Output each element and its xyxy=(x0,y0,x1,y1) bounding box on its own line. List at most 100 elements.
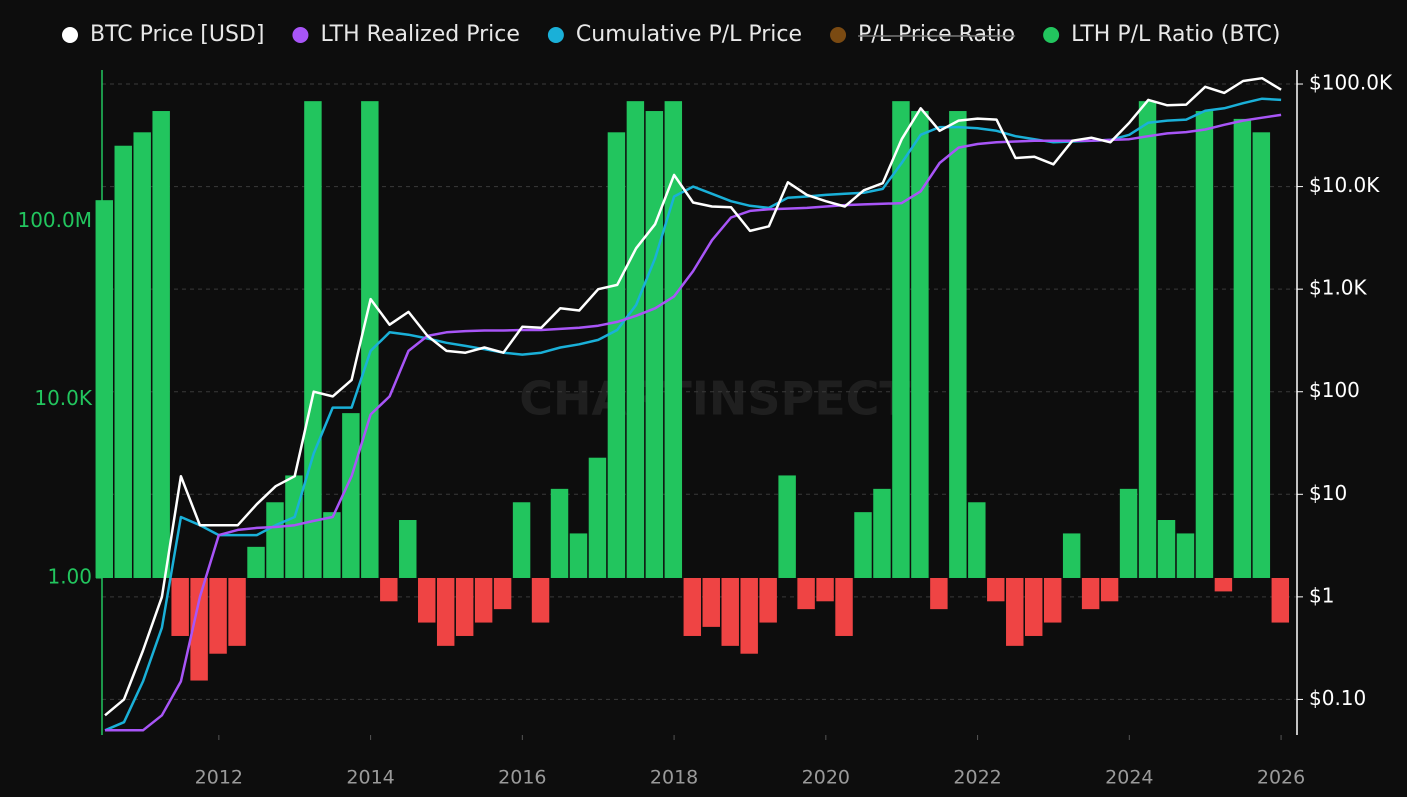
ratio-bar xyxy=(171,577,189,636)
ratio-bar xyxy=(740,577,758,654)
y2-tick-label: $1 xyxy=(1309,583,1334,607)
ratio-bar xyxy=(1100,577,1119,602)
ratio-bar xyxy=(114,145,132,578)
ratio-bar xyxy=(930,577,948,610)
ratio-bar xyxy=(531,577,550,623)
watermark: CHARTINSPECT xyxy=(519,372,911,426)
ratio-bar xyxy=(683,577,702,636)
ratio-bar xyxy=(626,101,645,578)
x-tick-label: 2016 xyxy=(498,767,546,789)
legend-label: LTH Realized Price xyxy=(320,22,519,47)
legend-label: BTC Price [USD] xyxy=(90,22,264,47)
ratio-bar xyxy=(512,502,531,578)
legend-label: Cumulative P/L Price xyxy=(576,22,802,47)
y2-tick-label: $10.0K xyxy=(1309,173,1380,197)
y2-tick-label: $0.10 xyxy=(1309,686,1366,710)
ratio-bar xyxy=(1176,533,1195,578)
ratio-bar xyxy=(455,577,474,636)
y2-tick-label: $100.0K xyxy=(1309,71,1393,95)
ratio-bar xyxy=(418,577,436,623)
ratio-bar xyxy=(1006,577,1024,646)
legend-swatch xyxy=(830,27,847,43)
ratio-bar xyxy=(645,111,664,578)
ratio-bar xyxy=(190,577,208,681)
x-tick-label: 2020 xyxy=(802,767,850,789)
legend-item[interactable]: Cumulative P/L Price xyxy=(547,22,802,47)
ratio-bar xyxy=(266,502,284,578)
ratio-bar xyxy=(607,132,626,578)
price-line xyxy=(105,113,1282,732)
legend-label: LTH P/L Ratio (BTC) xyxy=(1071,22,1280,47)
ratio-bar xyxy=(474,577,493,623)
ratio-bar xyxy=(95,200,114,578)
legend-swatch xyxy=(1043,27,1060,43)
y-tick-label: 1.00 xyxy=(47,564,92,588)
ratio-bar xyxy=(721,577,739,646)
price-line xyxy=(104,76,1282,717)
x-tick-label: 2014 xyxy=(346,767,394,789)
ratio-bar xyxy=(361,101,379,578)
x-tick-label: 2022 xyxy=(953,767,1001,789)
legend-swatch xyxy=(292,27,309,43)
x-tick-label: 2012 xyxy=(195,767,243,789)
ratio-bar xyxy=(209,577,227,654)
ratio-bar xyxy=(323,512,341,578)
ratio-bar xyxy=(399,520,417,578)
ratio-bar xyxy=(873,488,891,578)
y2-tick-label: $10 xyxy=(1309,481,1347,505)
ratio-bar xyxy=(949,111,967,578)
x-tick-label: 2024 xyxy=(1105,767,1153,789)
ratio-bar xyxy=(1119,488,1138,578)
ratio-bar xyxy=(759,577,777,623)
ratio-bar xyxy=(380,577,398,602)
ratio-bar xyxy=(1252,132,1271,578)
ratio-bar xyxy=(664,101,683,578)
ratio-bar xyxy=(835,577,853,636)
ratio-bar xyxy=(1024,577,1043,636)
ratio-bar xyxy=(304,101,322,578)
ratio-bar xyxy=(1081,577,1100,610)
ratio-bar xyxy=(797,577,815,610)
ratio-bar xyxy=(588,457,607,578)
ratio-bar xyxy=(152,111,170,578)
lines xyxy=(104,76,1282,732)
legend-swatch xyxy=(62,27,78,43)
legend-item[interactable]: BTC Price [USD] xyxy=(62,22,264,47)
ratio-bar xyxy=(1043,577,1062,623)
ratio-bar xyxy=(816,577,834,602)
legend-item[interactable]: LTH P/L Ratio (BTC) xyxy=(1043,22,1281,47)
ratio-bar xyxy=(911,111,929,578)
ratio-bar xyxy=(133,132,151,578)
x-tick-label: 2018 xyxy=(650,767,698,789)
ratio-bar xyxy=(1062,533,1081,578)
ratio-bar xyxy=(550,488,569,578)
axes: $0.10 $1 $10 $100 $1.0K $10.0K $100.0K 1.00 10.0… xyxy=(17,70,1393,789)
legend-item[interactable]: LTH Realized Price xyxy=(292,22,520,47)
y-tick-label: 100.0M xyxy=(17,208,92,232)
legend-label: P/L Price Ratio xyxy=(858,22,1015,47)
x-tick-label: 2026 xyxy=(1257,767,1305,789)
ratio-bar xyxy=(569,533,588,578)
ratio-bar xyxy=(493,577,512,610)
ratio-bar xyxy=(778,475,796,578)
legend-swatch xyxy=(547,27,564,43)
ratio-bar xyxy=(987,577,1005,602)
ratio-bar xyxy=(1195,111,1214,578)
ratio-bar xyxy=(1271,577,1290,623)
ratio-bar xyxy=(228,577,246,646)
ratio-bar xyxy=(1233,118,1252,578)
ratio-bar xyxy=(436,577,455,646)
ratio-bar xyxy=(854,512,872,578)
ratio-bar xyxy=(968,502,986,578)
legend-item[interactable]: P/L Price Ratio xyxy=(830,22,1016,47)
ratio-bar xyxy=(892,101,910,578)
ratio-bar xyxy=(1138,101,1157,578)
ratio-bar xyxy=(342,413,360,578)
ratio-bar xyxy=(702,577,720,627)
legend: BTC Price [USD] LTH Realized Price Cumulat… xyxy=(62,22,1281,47)
ratio-bar xyxy=(1157,520,1176,578)
y2-tick-label: $1.0K xyxy=(1309,276,1368,300)
ratio-bar xyxy=(1214,577,1233,592)
